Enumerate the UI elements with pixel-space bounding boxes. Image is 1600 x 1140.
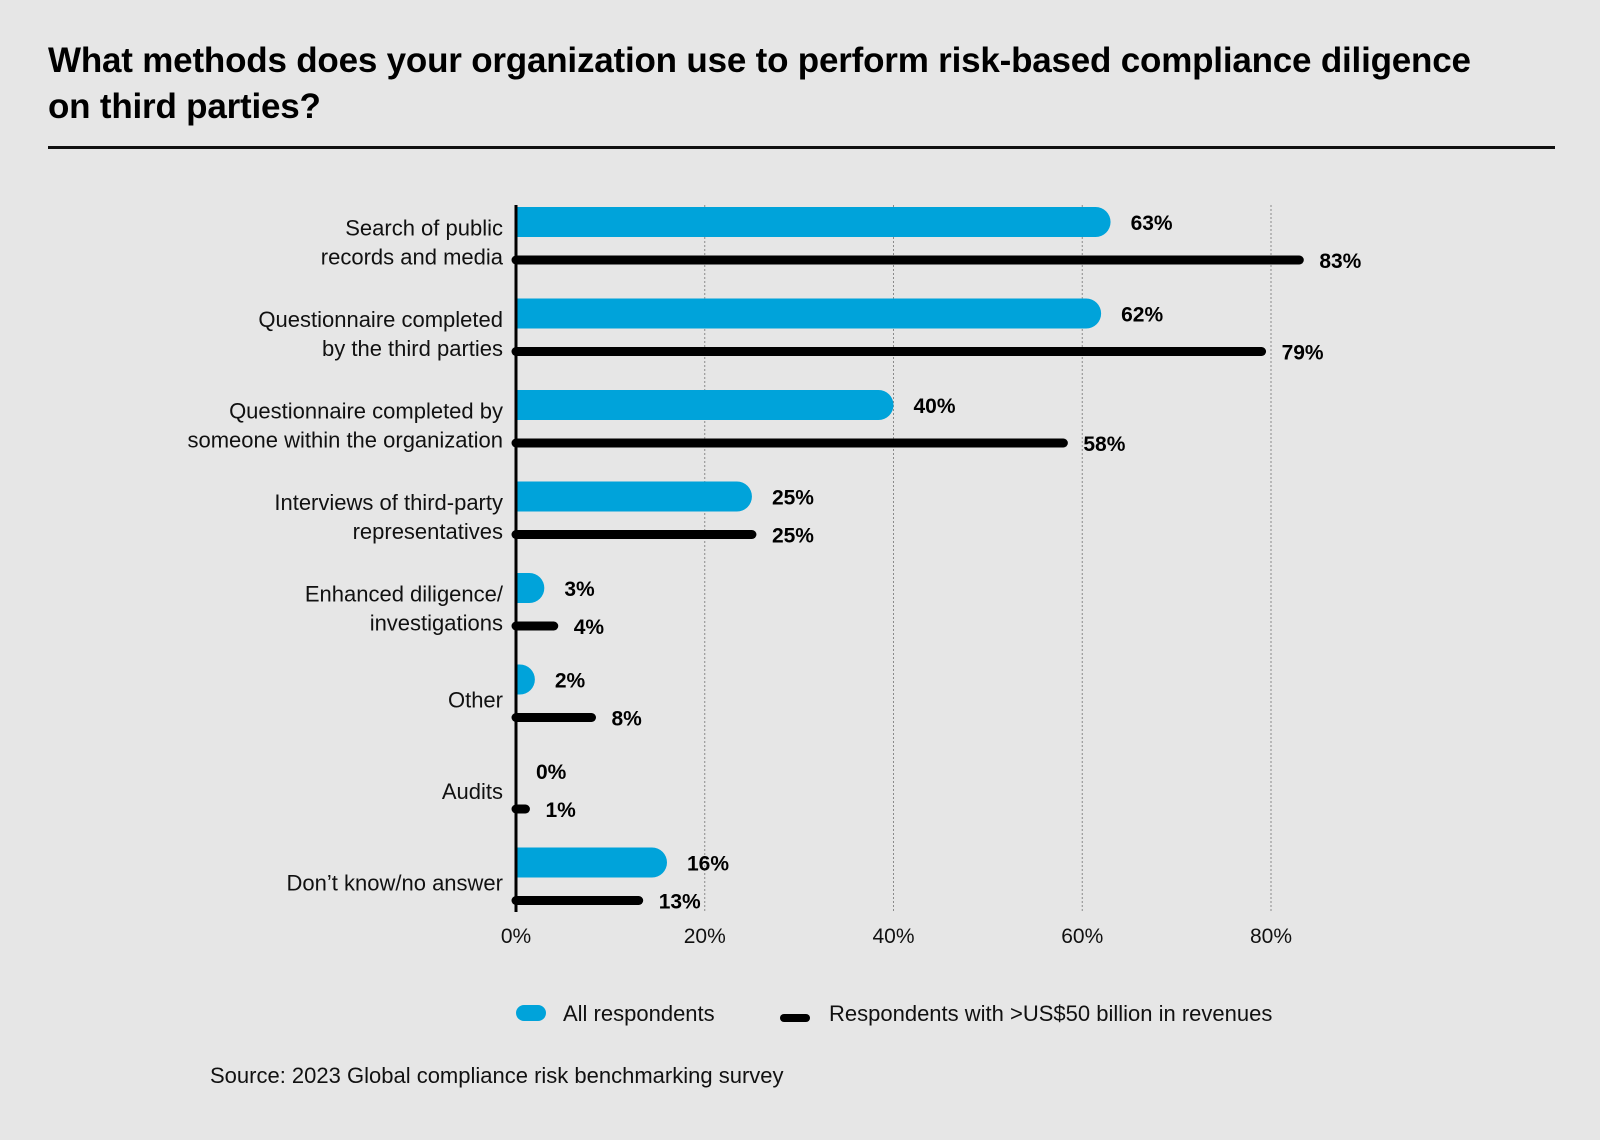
- bar-all-respondents: [516, 207, 1111, 237]
- value-label-all-respondents: 25%: [772, 487, 814, 510]
- chart-title: What methods does your organization use …: [48, 41, 1471, 126]
- category-label: Questionnaire completed: [258, 307, 503, 332]
- category-label: Search of public: [345, 216, 503, 241]
- bar-all-respondents: [516, 390, 894, 420]
- category-label: someone within the organization: [187, 428, 503, 453]
- category-label: representatives: [353, 519, 503, 544]
- source-note: Source: 2023 Global compliance risk benc…: [210, 1063, 784, 1088]
- x-axis-ticks: 0% 20% 40% 60% 80%: [501, 925, 1292, 948]
- legend-label-all-respondents: All respondents: [563, 1001, 715, 1026]
- category-label: Don’t know/no answer: [287, 871, 503, 896]
- category-label: records and media: [321, 245, 504, 270]
- category-label: Questionnaire completed by: [229, 399, 503, 424]
- x-tick-label: 60%: [1061, 925, 1103, 948]
- value-label-large-respondents: 83%: [1319, 250, 1361, 273]
- value-label-all-respondents: 63%: [1131, 212, 1173, 235]
- category-label: Other: [448, 688, 503, 713]
- bar-all-respondents: [516, 573, 545, 603]
- category-labels: Search of public records and media Questio…: [187, 216, 503, 896]
- legend: All respondents Respondents with >US$50 b…: [516, 1001, 1272, 1026]
- category-label: by the third parties: [322, 336, 503, 361]
- value-label-large-respondents: 4%: [574, 616, 605, 639]
- value-label-all-respondents: 16%: [687, 853, 729, 876]
- category-label: Audits: [442, 779, 503, 804]
- value-label-large-respondents: 25%: [772, 525, 814, 548]
- value-label-large-respondents: 13%: [659, 891, 701, 914]
- bars: 63% 83% 62% 79% 40% 58% 25% 25% 3% 4% 2% 8% 0% 1% 16% 1…: [511, 207, 1362, 914]
- category-label: investigations: [370, 611, 503, 636]
- value-label-large-respondents: 79%: [1282, 342, 1324, 365]
- x-tick-label: 40%: [872, 925, 914, 948]
- value-label-large-respondents: 58%: [1083, 433, 1125, 456]
- bar-all-respondents: [516, 847, 667, 878]
- x-tick-label: 0%: [501, 925, 531, 948]
- x-tick-label: 80%: [1250, 925, 1292, 948]
- value-label-large-respondents: 1%: [545, 799, 576, 822]
- category-label: Interviews of third-party: [274, 490, 503, 515]
- title-divider: [48, 146, 1555, 149]
- value-label-all-respondents: 62%: [1121, 304, 1163, 327]
- bar-all-respondents: [516, 664, 535, 695]
- legend-swatch-all-respondents: [516, 1005, 546, 1021]
- value-label-all-respondents: 0%: [536, 761, 567, 784]
- bar-all-respondents: [516, 298, 1102, 329]
- x-tick-label: 20%: [684, 925, 726, 948]
- value-label-all-respondents: 40%: [914, 395, 956, 418]
- value-label-all-respondents: 2%: [555, 670, 586, 693]
- bar-all-respondents: [516, 481, 752, 512]
- legend-label-large-respondents: Respondents with >US$50 billion in reven…: [829, 1001, 1272, 1026]
- value-label-all-respondents: 3%: [564, 578, 595, 601]
- value-label-large-respondents: 8%: [612, 708, 643, 731]
- category-label: Enhanced diligence/: [305, 582, 504, 607]
